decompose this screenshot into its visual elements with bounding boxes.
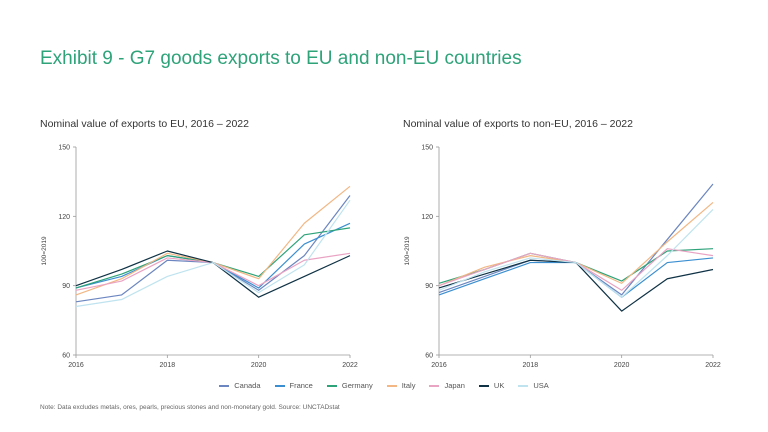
right-chart-title: Nominal value of exports to non-EU, 2016… [403, 118, 633, 130]
legend: Canada France Germany Italy Japan UK USA [0, 381, 768, 390]
non-eu-ytick-label: 150 [421, 145, 433, 152]
eu-xtick-label: 2020 [251, 362, 267, 369]
legend-label-canada: Canada [234, 381, 261, 390]
eu-ytick-label: 120 [58, 214, 70, 221]
non-eu-xtick-label: 2016 [431, 362, 447, 369]
legend-swatch-canada [219, 384, 230, 387]
non-eu-ytick-label: 120 [421, 214, 433, 221]
legend-label-usa: USA [533, 381, 549, 390]
non-eu-ytick-label: 90 [425, 283, 433, 290]
eu-exports-chart: 60 90 120 150 2016 2018 2020 2022 100=2019 [41, 145, 358, 370]
legend-item-germany: Germany [326, 381, 373, 390]
source-note: Note: Data excludes metals, ores, pearls… [40, 404, 340, 411]
legend-item-canada: Canada [219, 381, 261, 390]
non-eu-xtick-label: 2022 [705, 362, 721, 369]
non-eu-ytick-label: 60 [425, 353, 433, 360]
legend-label-italy: Italy [401, 381, 416, 390]
legend-swatch-germany [326, 384, 337, 387]
eu-ytick-label: 90 [62, 283, 70, 290]
non-eu-xtick-label: 2020 [614, 362, 630, 369]
eu-xtick-label: 2018 [160, 362, 176, 369]
legend-item-japan: Japan [429, 381, 465, 390]
eu-line-usa [75, 199, 351, 308]
page-title: Exhibit 9 - G7 goods exports to EU and n… [40, 48, 522, 69]
non-eu-xtick-label: 2018 [523, 362, 539, 369]
left-chart-title: Nominal value of exports to EU, 2016 – 2… [40, 118, 249, 130]
eu-ytick-label: 150 [58, 145, 70, 152]
legend-swatch-usa [518, 384, 529, 387]
legend-label-uk: UK [493, 381, 505, 390]
non-eu-exports-chart: 60 90 120 150 2016 2018 2020 2022 100=2019 [404, 145, 721, 370]
eu-xtick-label: 2022 [342, 362, 358, 369]
legend-swatch-uk [478, 384, 489, 387]
legend-item-italy: Italy [386, 381, 416, 390]
eu-line-canada [75, 195, 351, 303]
legend-label-germany: Germany [341, 381, 373, 390]
eu-xtick-label: 2016 [68, 362, 84, 369]
legend-swatch-italy [386, 384, 397, 387]
non-eu-y-axis-label: 100=2019 [404, 236, 411, 265]
legend-item-uk: UK [478, 381, 505, 390]
legend-swatch-japan [429, 384, 440, 387]
non-eu-line-usa [438, 208, 714, 298]
eu-y-axis-label: 100=2019 [41, 236, 48, 265]
legend-label-france: France [289, 381, 313, 390]
legend-item-usa: USA [518, 381, 549, 390]
eu-line-italy [75, 185, 351, 296]
legend-item-france: France [274, 381, 313, 390]
legend-label-japan: Japan [444, 381, 465, 390]
legend-swatch-france [274, 384, 285, 387]
eu-line-france [75, 222, 351, 289]
non-eu-line-uk [438, 259, 714, 312]
eu-ytick-label: 60 [62, 353, 70, 360]
